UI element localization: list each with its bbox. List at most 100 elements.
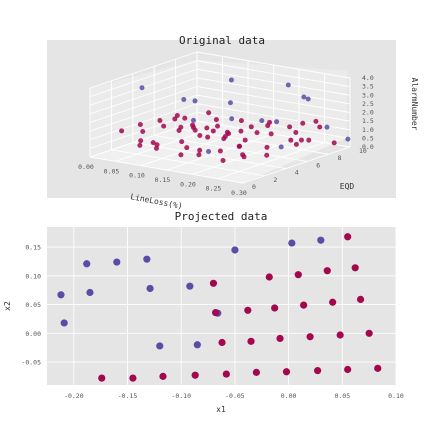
plot3d-point-crimson <box>150 140 156 146</box>
plot2d-xtick-label: -0.05 <box>225 392 245 400</box>
plot3d-gridline-z <box>196 111 351 139</box>
plot2d-ytick-label: 0.15 <box>25 244 41 252</box>
plot3d-point-purple <box>228 77 234 83</box>
plot3d-gridline-z <box>196 51 351 79</box>
plot2d-xlabel: x1 <box>216 405 226 414</box>
plot2d-xtick-label: -0.20 <box>64 392 84 400</box>
plot3d-point-crimson <box>238 118 244 124</box>
plot3d-point-crimson <box>241 154 247 160</box>
plot3d-gridline-x <box>217 142 325 180</box>
plot3d-ztick-label: 3.0 <box>362 91 374 99</box>
plot2d-point-purple <box>60 319 68 327</box>
plot2d-point-crimson <box>323 267 331 275</box>
plot3d-ztick-label: 3.5 <box>362 83 374 91</box>
plot3d-point-crimson <box>268 131 274 137</box>
plot2d-points <box>57 233 382 382</box>
plot3d-point-crimson <box>154 142 160 148</box>
plot3d-ytick-label: 2 <box>273 176 277 184</box>
plot2d-point-crimson <box>294 271 302 279</box>
plot3d-ytick-label: 8 <box>338 154 342 162</box>
plot3d-point-crimson <box>197 147 203 153</box>
plot2d-point-crimson <box>271 304 279 312</box>
plot2d-point-crimson <box>344 233 352 241</box>
plot3d-point-crimson <box>331 140 337 146</box>
plot2d-point-purple <box>57 291 65 299</box>
plot3d-point-crimson <box>287 124 293 130</box>
plot3d-point-purple <box>301 94 307 100</box>
plot3d-gridline-y <box>154 134 308 162</box>
plot3d-point-crimson <box>306 137 312 143</box>
plot3d-gridline-x <box>115 124 223 162</box>
plot3d-gridline-z <box>196 103 351 131</box>
plot3d-point-crimson <box>161 123 167 129</box>
plot3d-point-crimson <box>264 152 270 158</box>
plot3d-pane-back-left <box>90 60 197 157</box>
plot3d-xtick-label: 0.25 <box>206 185 222 193</box>
plot3d-gridline-z <box>89 60 198 98</box>
plot2d-ticks: -0.20 -0.15 -0.10 -0.05 0.00 0.05 0.10 -0.05 0.0… <box>21 244 403 400</box>
plot3d-point-crimson <box>293 129 299 135</box>
plot3d-point-crimson <box>196 152 202 158</box>
plot3d-point-crimson <box>215 123 221 129</box>
plot3d-point-crimson <box>220 157 226 163</box>
plot3d-point-purple <box>139 85 145 91</box>
plot2d-point-crimson <box>191 371 199 379</box>
plot2d-xtick-label: -0.15 <box>118 392 138 400</box>
plot3d-point-crimson <box>140 128 146 134</box>
plot3d-ytick-label: 0 <box>252 183 256 191</box>
plot2d-point-purple <box>186 282 194 290</box>
plot3d-ticks: 0.00 0.05 0.10 0.15 0.20 0.25 0.30 0 2 4 6 8 100.00.… <box>78 74 374 197</box>
plot2d-point-purple <box>317 236 325 244</box>
plot2d-point-purple <box>86 288 94 297</box>
plot3d-xtick-label: 0.30 <box>231 189 247 197</box>
plot3d-gridline-y <box>111 149 265 177</box>
plot2d-ytick-label: -0.05 <box>21 359 41 367</box>
plot2d-point-purple <box>113 258 121 266</box>
plot3d-gridline-y <box>89 156 244 184</box>
plot3d-xtick-label: 0.15 <box>155 176 171 184</box>
plot3d-gridline-z <box>89 86 198 123</box>
plot3d-ztick-label: 0.0 <box>362 143 374 151</box>
plot3d-point-purple <box>324 124 330 130</box>
plot3d-ytick-label: 4 <box>295 169 299 177</box>
plot2d-background <box>47 227 396 385</box>
plot2d-point-purple <box>156 342 164 350</box>
plot2d-point-purple <box>193 341 201 349</box>
plot3d-point-crimson <box>264 144 270 150</box>
plot2d-ytick-label: 0.10 <box>25 272 41 280</box>
plot3d-point-crimson <box>206 110 212 116</box>
plot2d-point-crimson <box>222 370 230 378</box>
plot3d-gridline-z <box>89 103 198 141</box>
plot2d-ytick-label: 0.05 <box>25 301 41 309</box>
plot3d-point-crimson <box>265 123 271 129</box>
plot3d-point-crimson <box>197 133 203 139</box>
plot3d-point-crimson <box>254 130 260 136</box>
plot3d-point-purple <box>181 97 187 103</box>
plot2d-point-crimson <box>129 374 137 382</box>
plot2d-point-purple <box>83 260 91 268</box>
plot3d-gridline-z <box>196 94 351 122</box>
plot3d-ztick-label: 2.0 <box>362 109 374 117</box>
plot3d-xtick-label: 0.00 <box>78 163 94 171</box>
plot3d-title: Original data <box>179 34 265 47</box>
plot2d-point-crimson <box>209 279 218 287</box>
plot2d-point-purple <box>231 246 239 254</box>
plot3d-point-purple <box>206 149 212 155</box>
plot3d-point-purple <box>259 118 265 124</box>
plot3d-point-crimson <box>217 148 223 154</box>
plot3d-point-purple <box>278 144 284 150</box>
plot3d-xtick-label: 0.05 <box>104 167 120 175</box>
plot2d-point-crimson <box>265 273 273 281</box>
plot2d-xtick-label: 0.05 <box>334 392 350 400</box>
plot3d-point-purple <box>227 100 233 106</box>
plot3d-ylabel: EQD <box>340 182 355 191</box>
plot2d-point-crimson <box>344 365 352 374</box>
plot3d-ytick-label: 6 <box>316 161 320 169</box>
plot3d-zlabel: AlarmNumber <box>410 78 419 131</box>
plot3d-point-crimson <box>222 133 228 139</box>
plot2d-point-crimson <box>252 368 260 376</box>
plot3d-ztick-label: 0.5 <box>362 134 374 142</box>
plot3d-point-crimson <box>238 128 244 134</box>
plot3d-point-crimson <box>210 128 216 134</box>
plot2d-point-crimson <box>329 298 337 306</box>
